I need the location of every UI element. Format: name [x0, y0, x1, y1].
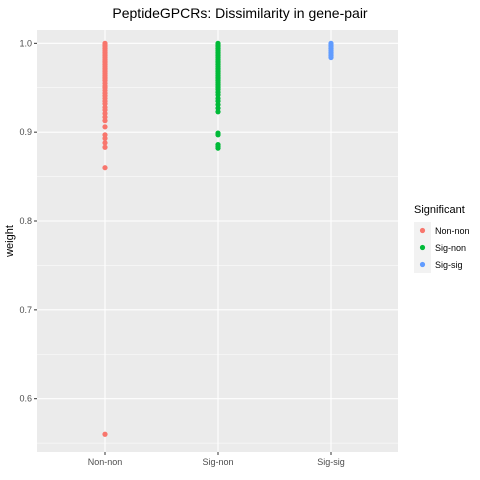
point-non-non — [102, 132, 108, 138]
point-non-non — [102, 140, 108, 146]
legend-key-point — [419, 261, 426, 268]
point-sig-sig — [328, 54, 334, 61]
legend-title: Significant — [414, 204, 465, 216]
y-tick-label: 1.0 — [19, 38, 32, 48]
point-non-non — [102, 144, 108, 150]
point-sig-non — [215, 145, 221, 151]
point-non-non — [102, 135, 108, 141]
point-sig-non — [215, 109, 221, 115]
x-axis: Non-non Sig-non Sig-sig — [88, 452, 345, 467]
point-sig-non — [215, 92, 221, 98]
legend-entry-label: Non-non — [435, 226, 470, 236]
x-tick-label: Sig-sig — [317, 457, 345, 467]
chart-title: PeptideGPCRs: Dissimilarity in gene-pair — [112, 5, 368, 21]
data-points — [102, 40, 334, 437]
y-tick-label: 0.8 — [19, 216, 32, 226]
point-sig-non — [215, 132, 221, 138]
x-tick-label: Sig-non — [202, 457, 233, 467]
x-tick-label: Non-non — [88, 457, 123, 467]
point-non-non — [102, 118, 108, 124]
point-non-non — [102, 431, 108, 437]
point-sig-non — [215, 102, 221, 108]
y-tick-label: 0.6 — [19, 394, 32, 404]
legend[interactable]: Significant Non-non Sig-non Sig-sig — [414, 204, 470, 273]
point-sig-non — [215, 105, 221, 111]
legend-key-point — [419, 244, 426, 251]
y-tick-label: 0.9 — [19, 127, 32, 137]
point-non-non — [102, 107, 108, 113]
y-axis: 0.6 0.7 0.8 0.9 1.0 — [19, 38, 37, 404]
legend-entry-label: Sig-sig — [435, 260, 463, 270]
point-non-non — [102, 124, 108, 130]
y-tick-label: 0.7 — [19, 305, 32, 315]
legend-key-point — [419, 227, 426, 234]
point-non-non — [102, 101, 108, 107]
point-non-non — [102, 165, 108, 171]
point-non-non — [102, 114, 108, 120]
point-sig-non — [215, 98, 221, 104]
point-non-non — [102, 110, 108, 117]
y-axis-label: weight — [4, 225, 16, 258]
legend-entry-label: Sig-non — [435, 243, 466, 253]
